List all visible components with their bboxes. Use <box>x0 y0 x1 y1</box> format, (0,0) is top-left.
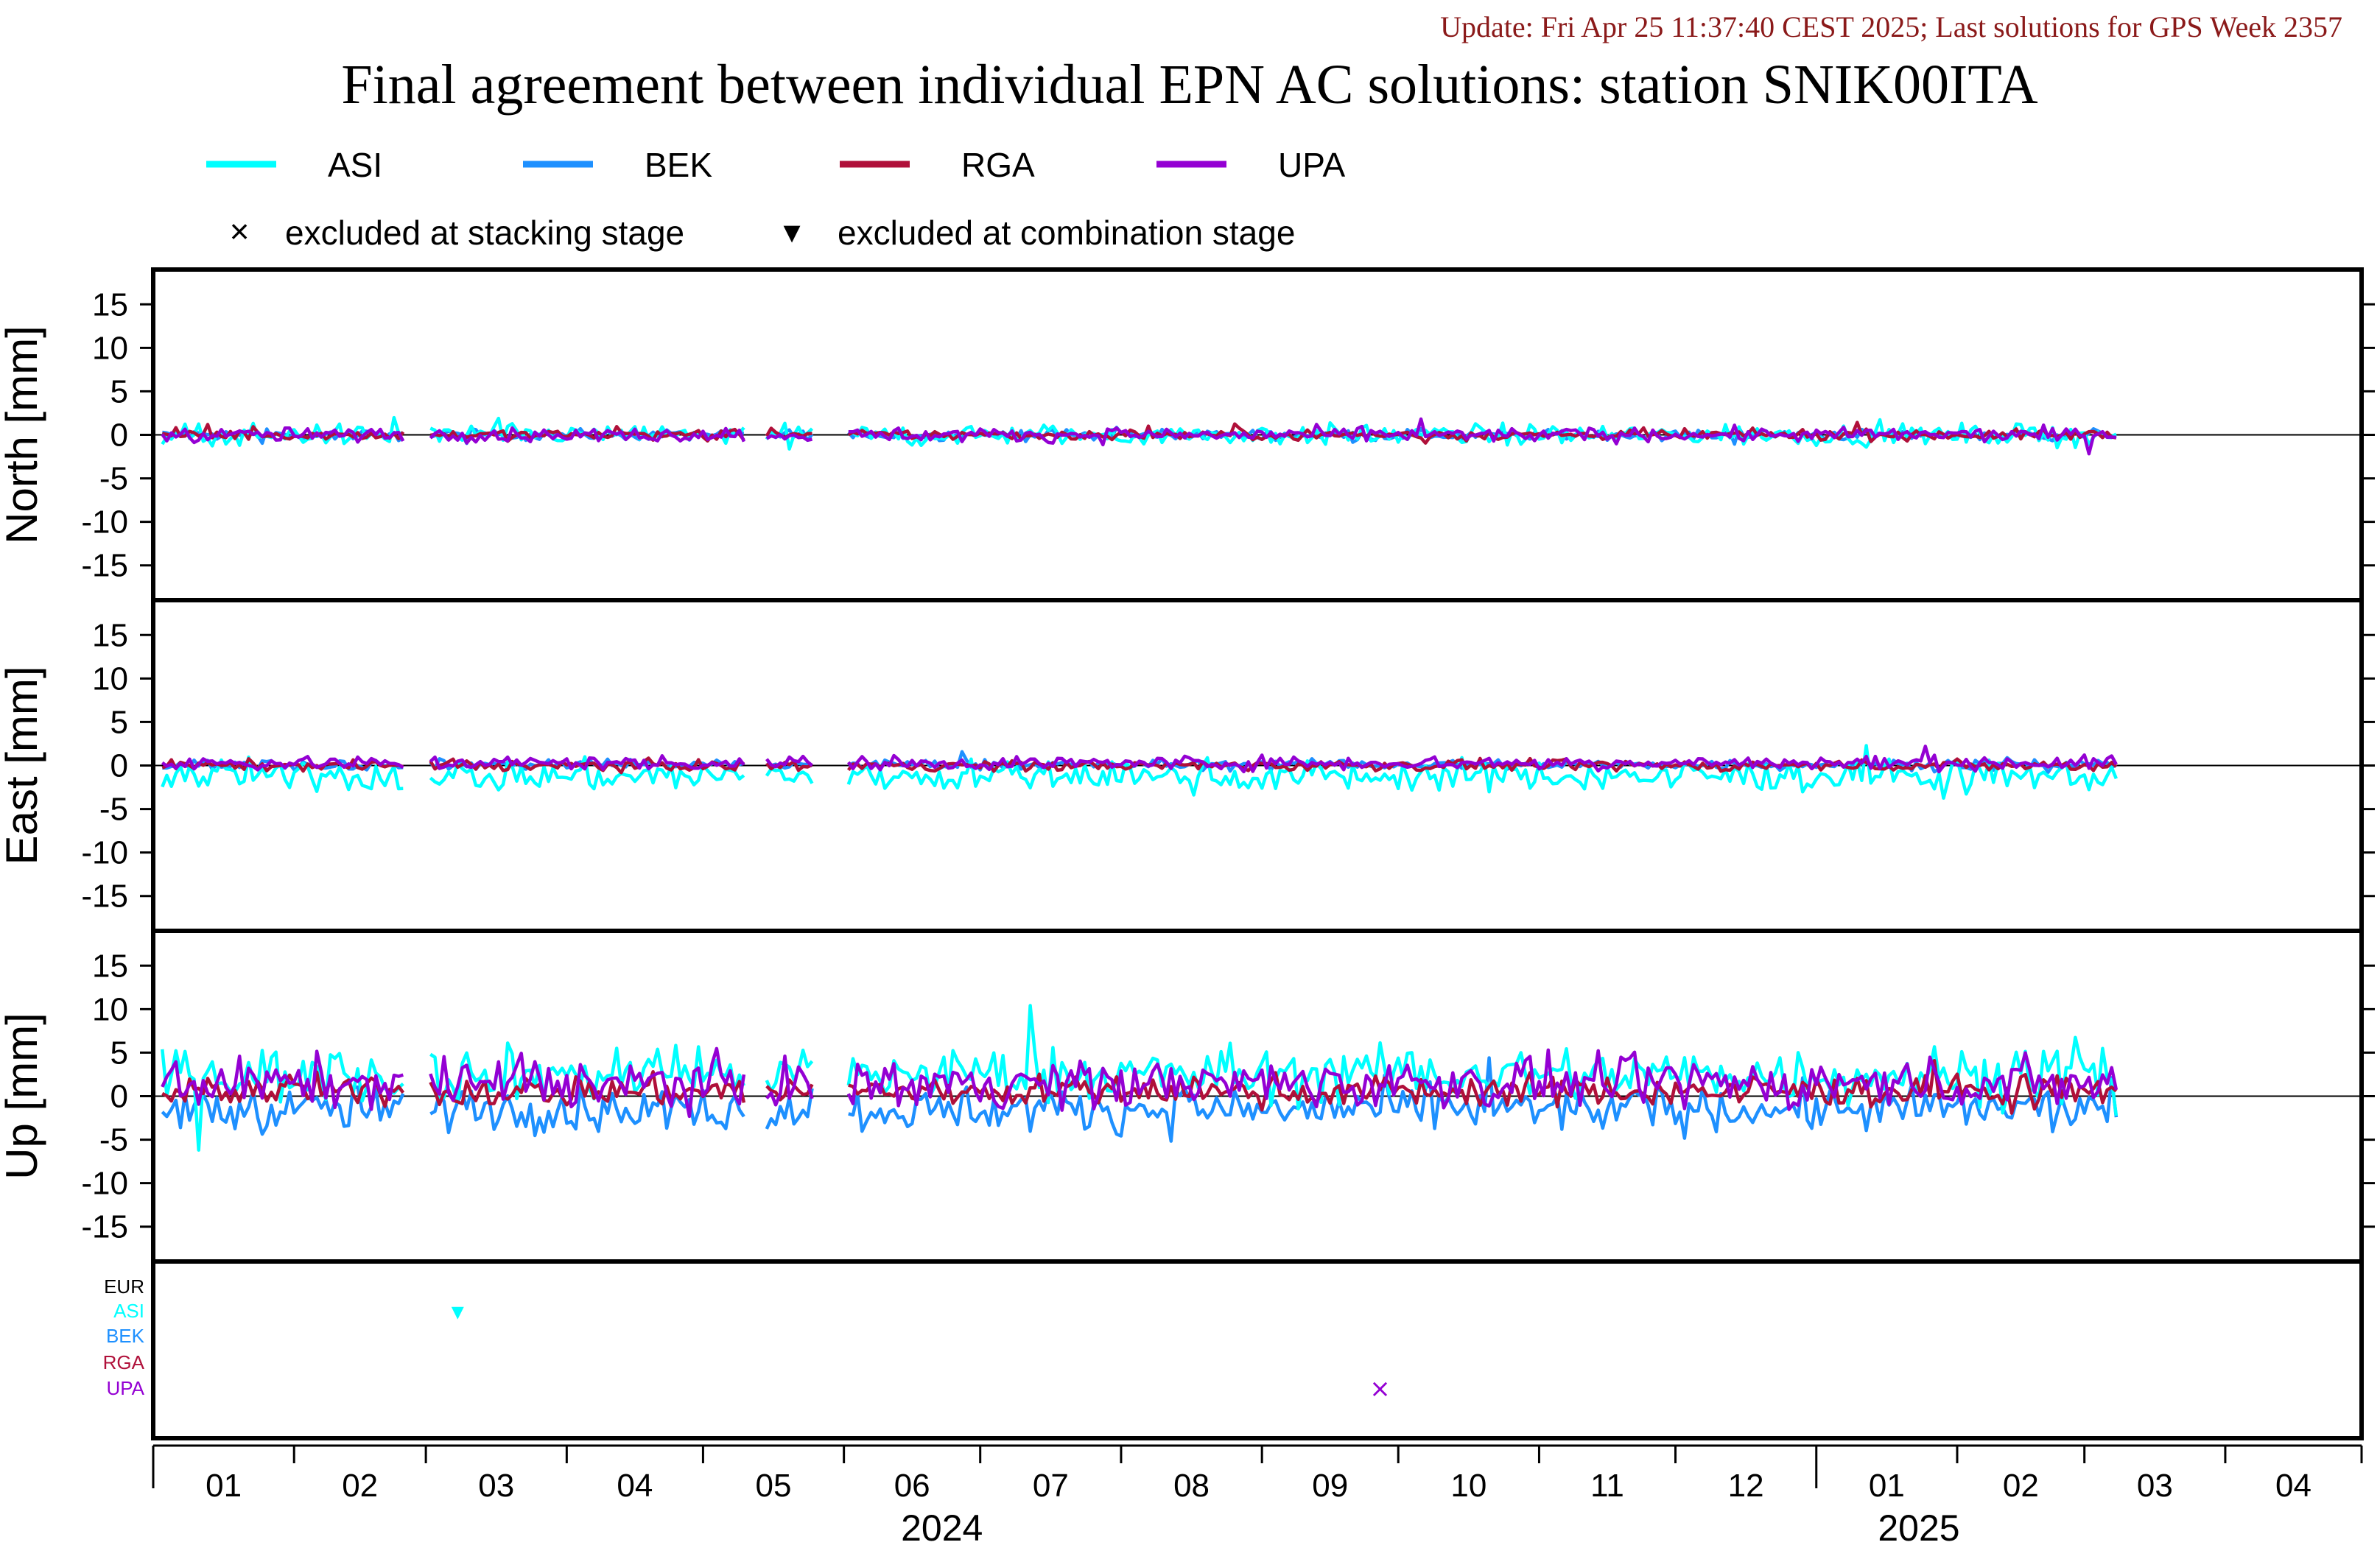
x-year-label: 2025 <box>1878 1507 1959 1545</box>
exclusion-marker-stacking: × <box>1369 1374 1391 1404</box>
exclusion-ac-label: ASI <box>113 1300 144 1322</box>
x-month-label: 12 <box>1728 1468 1764 1504</box>
exclusion-ac-label: UPA <box>106 1377 144 1399</box>
chart-title: Final agreement between individual EPN A… <box>341 54 2037 116</box>
x-axis: 01 02 03 04 05 06 07 08 09 10 11 12 01 02 03 04 2024 2025 <box>152 1444 2363 1545</box>
x-month-label: 04 <box>617 1468 653 1504</box>
legend-marker-symbol: ▾ <box>783 212 800 250</box>
y-tick-label: -5 <box>99 1122 128 1158</box>
x-month-label: 03 <box>478 1468 514 1504</box>
exclusion-frame <box>151 1259 2364 1440</box>
x-month-label: 06 <box>894 1468 930 1504</box>
series-line-upa <box>161 1046 2119 1119</box>
y-tick-label: -10 <box>81 1166 128 1202</box>
legend-label-asi: ASI <box>328 146 382 184</box>
legend-marker-symbol: × <box>230 212 250 250</box>
exclusion-ac-label: RGA <box>103 1351 145 1373</box>
x-month-label: 03 <box>2137 1468 2173 1504</box>
y-tick-label: -5 <box>99 461 128 497</box>
legend: ASI BEK RGA UPA × excluded at stacking stage ▾… <box>206 146 1345 252</box>
x-month-label: 02 <box>2003 1468 2039 1504</box>
series-line-upa <box>161 745 2118 774</box>
x-month-label: 08 <box>1173 1468 1210 1504</box>
series-line-upa <box>161 417 2117 456</box>
exclusion-marker-combination: ▾ <box>452 1297 464 1326</box>
legend-label-upa: UPA <box>1278 146 1345 184</box>
series-line-bek <box>161 1056 2119 1143</box>
y-tick-label: -15 <box>81 548 128 584</box>
x-month-label: 04 <box>2275 1468 2311 1504</box>
y-tick-label: -5 <box>99 792 128 828</box>
x-month-label: 09 <box>1312 1468 1348 1504</box>
y-tick-label: 5 <box>110 1035 128 1071</box>
series-line-asi <box>161 744 2118 800</box>
y-axis-label: Up [mm] <box>0 1013 46 1180</box>
series-line-asi <box>161 1004 2119 1152</box>
y-tick-label: 0 <box>110 1079 128 1115</box>
y-tick-label: 15 <box>92 617 128 653</box>
y-tick-label: -10 <box>81 504 128 541</box>
y-tick-label: 10 <box>92 991 128 1027</box>
y-tick-label: -15 <box>81 1209 128 1245</box>
update-text: Update: Fri Apr 25 11:37:40 CEST 2025; L… <box>1440 10 2342 43</box>
x-month-label: 01 <box>1869 1468 1905 1504</box>
legend-label-rga: RGA <box>961 146 1035 184</box>
y-tick-label: 10 <box>92 330 128 366</box>
x-month-label: 07 <box>1033 1468 1069 1504</box>
x-month-label: 05 <box>756 1468 792 1504</box>
panel-east: East [mm] 15 10 5 0 -5 -10 -15 <box>0 598 2375 933</box>
x-month-label: 10 <box>1450 1468 1486 1504</box>
y-axis-label: North [mm] <box>0 325 46 544</box>
exclusion-ac-label: EUR <box>104 1275 144 1298</box>
y-axis-label: East [mm] <box>0 666 46 865</box>
legend-marker-label: excluded at stacking stage <box>285 214 684 252</box>
series-line-rga <box>161 1058 2118 1115</box>
y-tick-label: -15 <box>81 879 128 915</box>
x-month-label: 02 <box>342 1468 378 1504</box>
panel-up: Up [mm] 15 10 5 0 -5 -10 -15 <box>0 929 2375 1264</box>
y-tick-label: 15 <box>92 948 128 984</box>
x-year-label: 2024 <box>901 1507 983 1545</box>
plot-panels: North [mm] 15 10 5 0 -5 -10 -15 East [mm] 15 10 5 0 -… <box>0 267 2375 1440</box>
y-tick-label: 0 <box>110 418 128 454</box>
y-tick-label: 0 <box>110 748 128 784</box>
x-month-label: 01 <box>206 1468 242 1504</box>
x-month-label: 11 <box>1590 1468 1624 1504</box>
y-tick-label: 5 <box>110 704 128 740</box>
legend-label-bek: BEK <box>645 146 712 184</box>
y-tick-label: 5 <box>110 373 128 409</box>
y-tick-label: 10 <box>92 661 128 697</box>
panel-north: North [mm] 15 10 5 0 -5 -10 -15 <box>0 267 2375 602</box>
exclusion-ac-label: BEK <box>106 1325 145 1347</box>
legend-marker-label: excluded at combination stage <box>838 214 1295 252</box>
y-tick-label: 15 <box>92 286 128 323</box>
y-tick-label: -10 <box>81 835 128 871</box>
